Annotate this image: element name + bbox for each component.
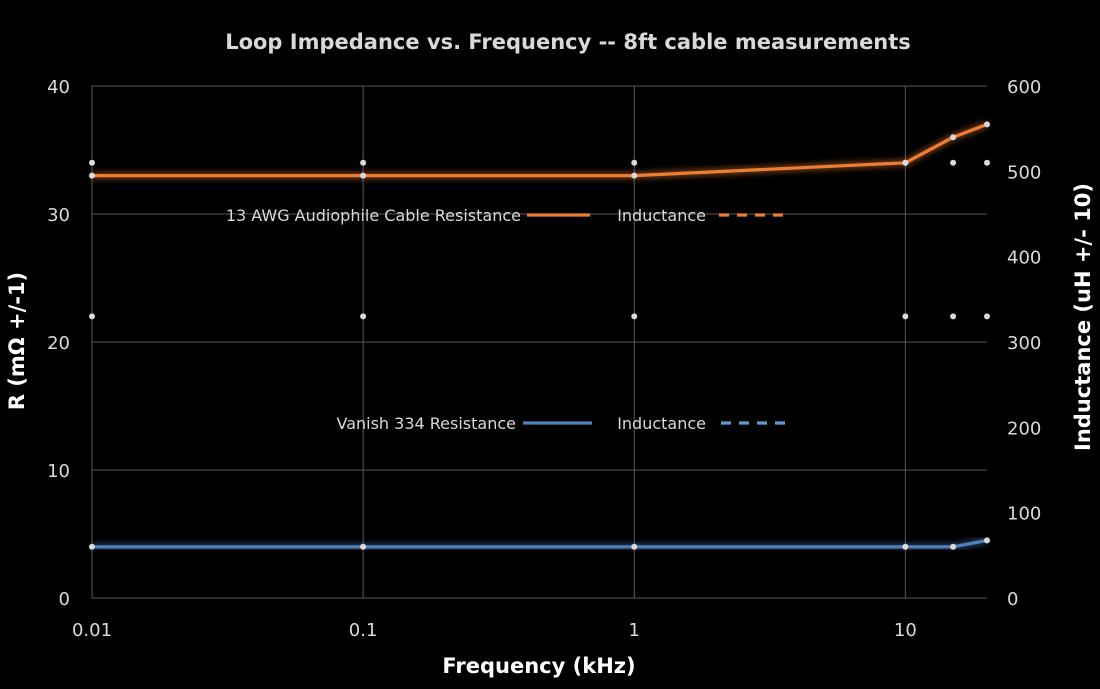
data-point — [950, 159, 957, 166]
data-point — [902, 313, 909, 320]
data-point — [89, 159, 95, 166]
data-point — [950, 313, 957, 320]
data-point — [984, 121, 990, 128]
data-point — [984, 537, 990, 544]
x-tick-label: 10 — [894, 620, 917, 641]
y2-tick-label: 400 — [1007, 248, 1041, 269]
x-tick-label: 1 — [629, 620, 640, 641]
x-axis-title: Frequency (kHz) — [442, 654, 635, 678]
data-point — [631, 172, 638, 179]
data-point — [950, 134, 957, 141]
y-axis-title: R (mΩ +/-1) — [5, 272, 29, 410]
data-point — [631, 543, 638, 550]
y2-tick-label: 100 — [1007, 504, 1041, 525]
series-line — [92, 538, 988, 549]
series-line — [92, 122, 988, 178]
y-tick-label: 10 — [47, 461, 70, 482]
legend: 13 AWG Audiophile Cable Resistance Induct… — [226, 206, 789, 433]
data-point — [89, 172, 95, 179]
legend-label: 13 AWG Audiophile Cable Resistance — [226, 206, 521, 225]
data-point — [89, 313, 95, 320]
data-point — [950, 543, 957, 550]
data-point — [360, 159, 367, 166]
legend-label: Inductance — [617, 414, 706, 433]
y2-tick-label: 300 — [1007, 333, 1041, 354]
data-point — [360, 172, 367, 179]
grid — [91, 85, 987, 599]
y2-axis-title: Inductance (uH +/- 10) — [1071, 183, 1095, 451]
data-point — [360, 543, 367, 550]
legend-label: Inductance — [617, 206, 706, 225]
data-point — [902, 543, 909, 550]
data-point — [984, 159, 990, 166]
x-tick-label: 0.01 — [72, 620, 112, 641]
data-point — [631, 159, 638, 166]
y2-tick-label: 200 — [1007, 418, 1041, 439]
series-1 — [89, 159, 990, 166]
y-tick-label: 20 — [47, 333, 70, 354]
series-3 — [89, 313, 990, 320]
series-layer — [89, 121, 990, 550]
chart-title: Loop Impedance vs. Frequency -- 8ft cabl… — [225, 30, 911, 54]
data-point — [89, 543, 95, 550]
x-tick-label: 0.1 — [349, 620, 378, 641]
y-tick-label: 30 — [47, 205, 70, 226]
data-point — [902, 159, 909, 166]
data-point — [984, 313, 990, 320]
y-tick-label: 40 — [47, 77, 70, 98]
legend-label: Vanish 334 Resistance — [337, 414, 517, 433]
y-tick-label: 0 — [59, 589, 70, 610]
y2-tick-label: 600 — [1007, 77, 1041, 98]
series-2 — [89, 537, 990, 550]
data-point — [631, 313, 638, 320]
y2-tick-label: 500 — [1007, 162, 1041, 183]
series-0 — [89, 121, 990, 179]
y2-tick-label: 0 — [1007, 589, 1018, 610]
data-point — [360, 313, 367, 320]
